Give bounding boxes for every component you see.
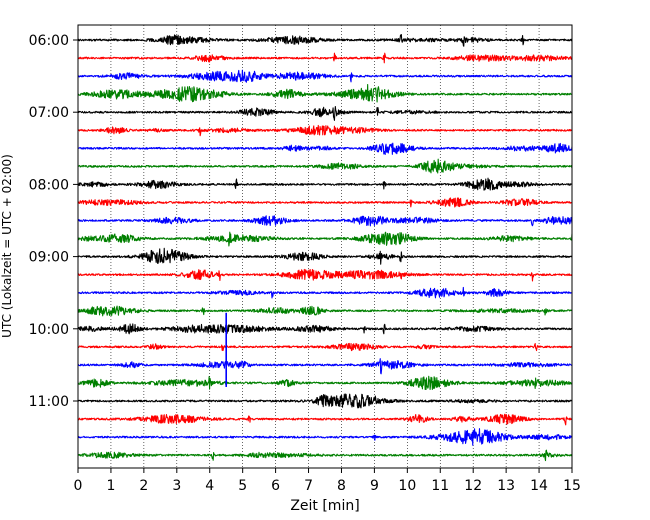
trace-line bbox=[77, 268, 573, 282]
y-axis-title: UTC (Lokalzeit = UTC + 02:00) bbox=[0, 154, 14, 338]
x-tick-label: 8 bbox=[337, 478, 346, 494]
x-tick-label: 14 bbox=[530, 478, 548, 494]
trace-line bbox=[77, 83, 573, 103]
y-tick-label: 06:00 bbox=[29, 33, 69, 49]
trace-line bbox=[77, 449, 573, 462]
x-tick-label: 5 bbox=[238, 478, 247, 494]
trace-line bbox=[77, 286, 573, 299]
trace-line bbox=[77, 69, 573, 83]
trace-line bbox=[77, 323, 573, 335]
x-tick-label: 15 bbox=[563, 478, 581, 494]
y-axis: 06:00 07:00 08:00 09:00 10:00 11:00 bbox=[29, 33, 78, 410]
x-tick-label: 7 bbox=[304, 478, 313, 494]
x-tick-label: 12 bbox=[464, 478, 482, 494]
y-tick-label: 07:00 bbox=[29, 105, 69, 121]
x-tick-label: 3 bbox=[172, 478, 181, 494]
trace-line bbox=[77, 428, 573, 446]
y-tick-label: 08:00 bbox=[29, 177, 69, 193]
trace-line bbox=[77, 197, 573, 208]
x-tick-label: 9 bbox=[370, 478, 379, 494]
x-tick-label: 1 bbox=[106, 478, 115, 494]
trace-line bbox=[77, 215, 573, 227]
trace-line bbox=[77, 105, 573, 121]
trace-line bbox=[77, 231, 573, 247]
x-axis: 0 1 2 3 4 5 6 7 8 9 10 11 12 13 14 15 bbox=[74, 468, 581, 494]
y-tick-label: 11:00 bbox=[29, 394, 69, 410]
trace-line bbox=[77, 34, 573, 47]
plot-frame bbox=[77, 24, 573, 469]
trace-line bbox=[77, 358, 573, 375]
trace-line bbox=[77, 342, 573, 352]
y-tick-label: 10:00 bbox=[29, 322, 69, 338]
x-tick-label: 4 bbox=[205, 478, 214, 494]
trace-group bbox=[77, 34, 573, 462]
trace-line bbox=[77, 393, 573, 409]
trace-line bbox=[77, 375, 573, 391]
trace-line bbox=[77, 305, 573, 317]
y-tick-label: 09:00 bbox=[29, 250, 69, 266]
trace-line bbox=[77, 124, 573, 137]
grid-lines bbox=[110, 25, 540, 468]
trace-line bbox=[77, 413, 573, 426]
trace-line bbox=[77, 52, 573, 64]
x-tick-label: 10 bbox=[398, 478, 416, 494]
trace-line bbox=[77, 247, 573, 265]
x-tick-label: 13 bbox=[497, 478, 515, 494]
trace-line bbox=[77, 158, 573, 174]
trace-line bbox=[77, 142, 573, 156]
x-tick-label: 6 bbox=[271, 478, 280, 494]
x-tick-label: 11 bbox=[431, 478, 449, 494]
x-axis-title: Zeit [min] bbox=[290, 498, 359, 514]
x-tick-label: 2 bbox=[139, 478, 148, 494]
trace-line bbox=[77, 177, 573, 191]
x-tick-label: 0 bbox=[74, 478, 83, 494]
